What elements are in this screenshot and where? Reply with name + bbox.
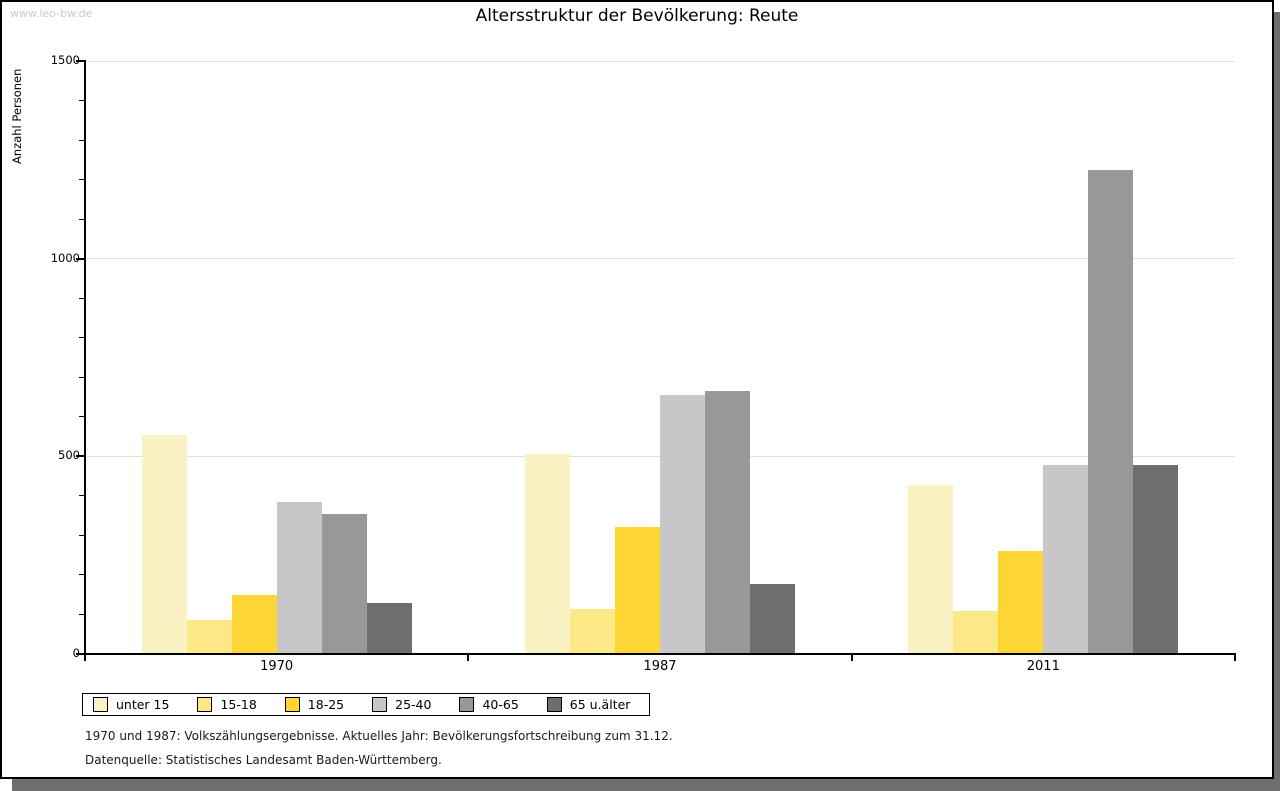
y-minor-tick bbox=[79, 139, 84, 141]
y-minor-tick bbox=[79, 416, 84, 418]
x-axis-line bbox=[84, 653, 1236, 655]
bar-1970-unter-15 bbox=[141, 434, 187, 654]
legend-swatch bbox=[459, 697, 475, 712]
y-minor-tick bbox=[79, 495, 84, 497]
legend-label: 18-25 bbox=[307, 697, 345, 712]
bar-1970-15-18 bbox=[186, 620, 232, 654]
legend-label: 25-40 bbox=[395, 697, 432, 712]
y-tick-label: 1000 bbox=[50, 250, 80, 265]
legend-label: 15-18 bbox=[220, 697, 257, 712]
x-category-label: 2011 bbox=[1026, 659, 1060, 674]
legend-swatch bbox=[284, 697, 300, 712]
bar-1970-40-65 bbox=[321, 513, 367, 654]
bar-1987-unter-15 bbox=[525, 454, 570, 654]
bar-2011-18-25 bbox=[998, 551, 1044, 654]
watermark-text: www.leo-bw.de bbox=[10, 7, 93, 20]
x-boundary-tick bbox=[850, 655, 853, 661]
y-minor-tick bbox=[79, 613, 84, 615]
y-major-tick bbox=[76, 257, 84, 260]
y-minor-tick bbox=[79, 297, 84, 299]
y-minor-tick bbox=[79, 376, 84, 378]
footnote-sources: 1970 und 1987: Volkszählungsergebnisse. … bbox=[85, 729, 673, 743]
bar-1987-15-18 bbox=[570, 609, 615, 654]
legend-label: unter 15 bbox=[116, 697, 170, 712]
y-major-tick bbox=[76, 653, 84, 655]
y-minor-tick bbox=[79, 218, 84, 220]
legend-item: 18-25 bbox=[284, 697, 345, 712]
y-minor-tick bbox=[79, 179, 84, 181]
legend-label: 40-65 bbox=[482, 697, 519, 712]
y-major-tick bbox=[76, 455, 84, 458]
bar-2011-40-65 bbox=[1088, 169, 1134, 654]
bar-1970-25-40 bbox=[276, 501, 322, 654]
legend-item: unter 15 bbox=[93, 697, 169, 712]
bar-1970-18-25 bbox=[231, 594, 277, 654]
x-boundary-tick bbox=[1234, 655, 1236, 661]
x-boundary-tick bbox=[467, 655, 470, 661]
y-tick-label: 500 bbox=[58, 448, 80, 463]
y-gridline bbox=[85, 60, 1235, 62]
chart-title: Altersstruktur der Bevölkerung: Reute bbox=[475, 6, 799, 26]
legend-item: 25-40 bbox=[372, 697, 431, 712]
y-minor-tick bbox=[79, 534, 84, 536]
legend-swatch bbox=[93, 697, 108, 712]
legend-swatch bbox=[546, 697, 562, 712]
legend-label: 65 u.älter bbox=[569, 697, 631, 712]
bar-1987-40-65 bbox=[705, 391, 750, 654]
y-minor-tick bbox=[79, 100, 84, 102]
legend-box: unter 15 15-18 18-25 25-40 40-65 65 u.älter bbox=[82, 693, 650, 716]
bar-1987-18-25 bbox=[615, 527, 660, 654]
legend-item: 65 u.älter bbox=[546, 697, 631, 712]
page-shadow-bottom bbox=[12, 779, 1280, 791]
bar-2011-15-18 bbox=[953, 610, 999, 654]
footnote-dataquelle: Datenquelle: Statistisches Landesamt Bad… bbox=[85, 753, 442, 767]
legend-item: 40-65 bbox=[459, 697, 519, 712]
bar-2011-unter-15 bbox=[908, 484, 954, 654]
x-boundary-tick bbox=[84, 655, 86, 661]
y-minor-tick bbox=[79, 574, 84, 576]
bar-1987-25-40 bbox=[660, 395, 705, 654]
legend-swatch bbox=[372, 697, 388, 712]
bar-1987-65-u.älter bbox=[750, 583, 795, 654]
y-major-tick bbox=[76, 60, 84, 62]
page-shadow-right bbox=[1274, 12, 1280, 791]
x-category-label: 1987 bbox=[643, 659, 677, 674]
y-tick-label: 1500 bbox=[50, 53, 80, 67]
y-axis-line bbox=[84, 60, 86, 655]
bar-2011-25-40 bbox=[1043, 465, 1089, 654]
legend-item: 15-18 bbox=[197, 697, 257, 712]
bar-2011-65-u.älter bbox=[1133, 465, 1179, 654]
x-category-label: 1970 bbox=[260, 659, 294, 674]
legend-swatch bbox=[197, 697, 213, 712]
y-gridline bbox=[85, 258, 1235, 260]
y-tick-label: 0 bbox=[72, 646, 80, 660]
y-minor-tick bbox=[79, 337, 84, 339]
bar-1970-65-u.älter bbox=[366, 602, 412, 654]
